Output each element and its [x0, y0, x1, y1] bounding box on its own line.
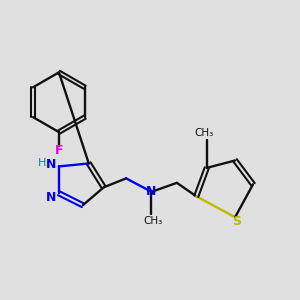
Text: N: N: [46, 158, 56, 171]
Text: F: F: [55, 144, 63, 158]
Text: N: N: [46, 191, 56, 204]
Text: N: N: [146, 185, 157, 198]
Text: H: H: [38, 158, 47, 168]
Text: S: S: [232, 214, 241, 228]
Text: CH₃: CH₃: [143, 216, 163, 226]
Text: CH₃: CH₃: [195, 128, 214, 138]
